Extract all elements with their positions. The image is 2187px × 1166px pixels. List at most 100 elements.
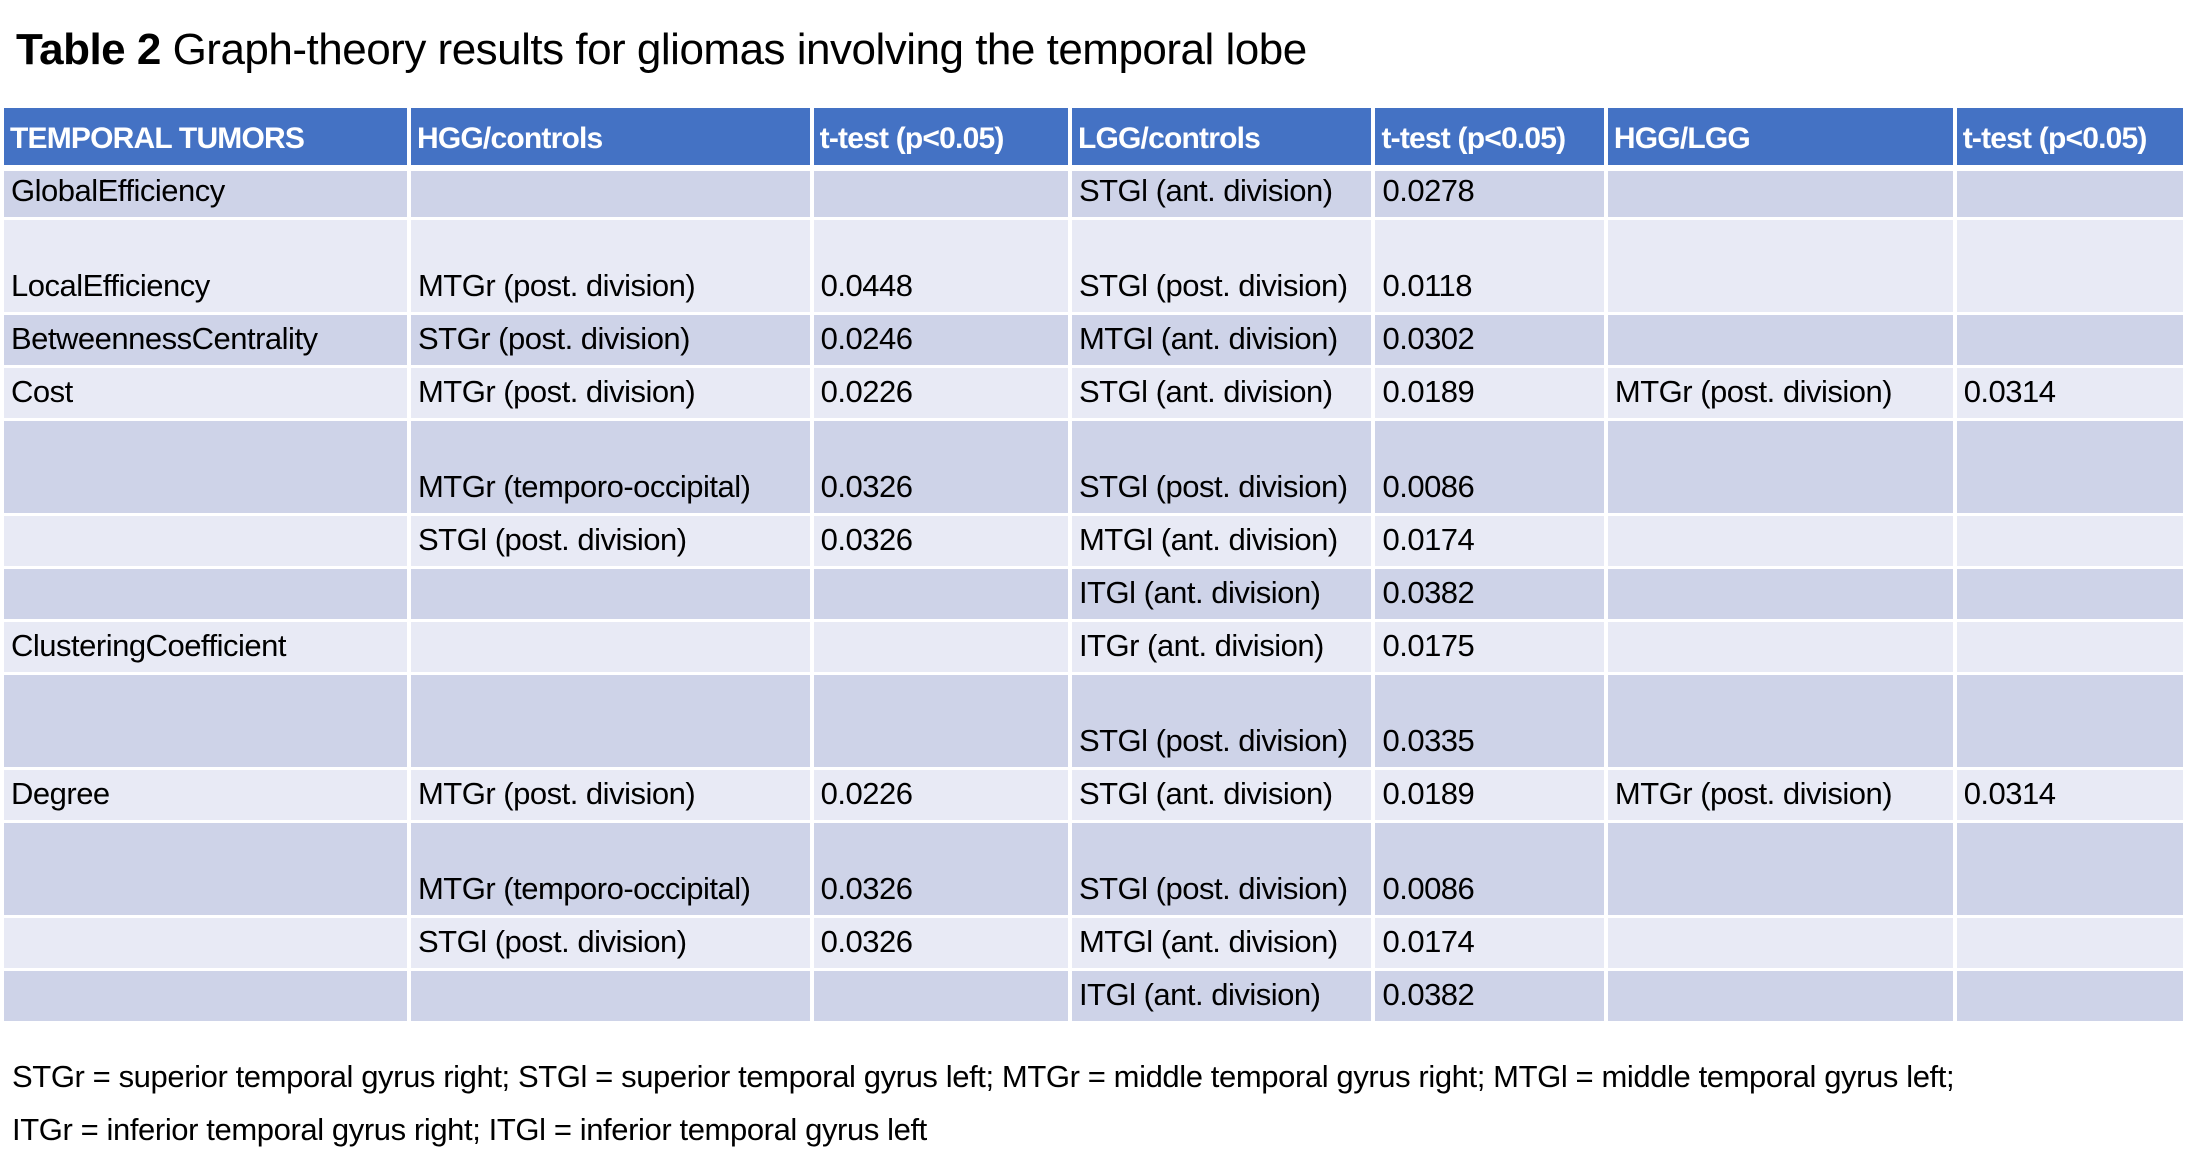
cell: LocalEfficiency — [4, 219, 407, 312]
cell — [410, 170, 810, 217]
cell — [1956, 970, 2183, 1021]
table-row: MTGr (temporo-occipital) 0.0326 STGl (post… — [4, 420, 2183, 513]
cell — [1607, 822, 1953, 915]
cell: Degree — [4, 769, 407, 820]
header-cell-4: t-test (p<0.05) — [1375, 107, 1604, 168]
header-cell-2: t-test (p<0.05) — [813, 107, 1068, 168]
table-row: GlobalEfficiency STGl (ant. division) 0.02… — [4, 170, 2183, 217]
cell — [4, 822, 407, 915]
cell: STGr (post. division) — [410, 314, 810, 365]
results-table: TEMPORAL TUMORS HGG/controls t-test (p<0.0… — [0, 105, 2187, 1024]
cell: 0.0278 — [1375, 170, 1604, 217]
cell: MTGr (post. division) — [410, 367, 810, 418]
table-row: LocalEfficiency MTGr (post. division) 0.04… — [4, 219, 2183, 312]
cell: 0.0174 — [1375, 917, 1604, 968]
table-row: Degree MTGr (post. division) 0.0226 STGl (a… — [4, 769, 2183, 820]
cell: STGl (ant. division) — [1071, 170, 1372, 217]
cell — [813, 568, 1068, 619]
cell: 0.0175 — [1375, 621, 1604, 672]
cell: 0.0189 — [1375, 769, 1604, 820]
cell: STGl (ant. division) — [1071, 367, 1372, 418]
footnote-line-2: ITGr = inferior temporal gyrus right; IT… — [12, 1112, 927, 1148]
cell: 0.0086 — [1375, 822, 1604, 915]
cell: 0.0382 — [1375, 970, 1604, 1021]
table-row: ITGl (ant. division) 0.0382 — [4, 568, 2183, 619]
cell — [1607, 420, 1953, 513]
cell: 0.0326 — [813, 515, 1068, 566]
cell: 0.0226 — [813, 769, 1068, 820]
table-body: GlobalEfficiency STGl (ant. division) 0.02… — [4, 170, 2183, 1021]
cell: BetweennessCentrality — [4, 314, 407, 365]
cell: MTGl (ant. division) — [1071, 515, 1372, 566]
cell: 0.0335 — [1375, 674, 1604, 767]
cell — [813, 621, 1068, 672]
cell: Cost — [4, 367, 407, 418]
cell — [1956, 515, 2183, 566]
cell: 0.0302 — [1375, 314, 1604, 365]
table-row: MTGr (temporo-occipital) 0.0326 STGl (post… — [4, 822, 2183, 915]
cell: MTGl (ant. division) — [1071, 917, 1372, 968]
cell — [813, 170, 1068, 217]
cell — [1956, 917, 2183, 968]
cell — [1956, 621, 2183, 672]
header-cell-1: HGG/controls — [410, 107, 810, 168]
footnote-line-1: STGr = superior temporal gyrus right; ST… — [12, 1058, 1955, 1094]
cell: 0.0246 — [813, 314, 1068, 365]
cell — [813, 970, 1068, 1021]
table-title: Table 2 Graph-theory results for gliomas… — [0, 24, 2187, 77]
cell — [1956, 170, 2183, 217]
cell: ITGl (ant. division) — [1071, 568, 1372, 619]
cell — [1607, 621, 1953, 672]
cell — [1607, 674, 1953, 767]
table-title-text: Graph-theory results for gliomas involvi… — [160, 25, 1308, 74]
table-row: BetweennessCentrality STGr (post. divisio… — [4, 314, 2183, 365]
header-cell-5: HGG/LGG — [1607, 107, 1953, 168]
table-row: ClusteringCoefficient ITGr (ant. division… — [4, 621, 2183, 672]
cell: STGl (post. division) — [1071, 219, 1372, 312]
cell — [4, 970, 407, 1021]
cell: 0.0086 — [1375, 420, 1604, 513]
cell: 0.0118 — [1375, 219, 1604, 312]
table-row: STGl (post. division) 0.0326 MTGl (ant. di… — [4, 515, 2183, 566]
cell: MTGr (post. division) — [410, 219, 810, 312]
header-cell-6: t-test (p<0.05) — [1956, 107, 2183, 168]
cell: STGl (post. division) — [1071, 674, 1372, 767]
table-row: STGl (post. division) 0.0335 — [4, 674, 2183, 767]
cell: STGl (post. division) — [1071, 420, 1372, 513]
cell — [410, 621, 810, 672]
cell — [410, 970, 810, 1021]
cell: MTGr (temporo-occipital) — [410, 822, 810, 915]
cell — [1956, 822, 2183, 915]
cell — [1956, 219, 2183, 312]
cell: 0.0189 — [1375, 367, 1604, 418]
cell — [1956, 420, 2183, 513]
cell: STGl (post. division) — [410, 917, 810, 968]
cell — [4, 515, 407, 566]
cell: ITGr (ant. division) — [1071, 621, 1372, 672]
cell: MTGr (post. division) — [410, 769, 810, 820]
cell: ITGl (ant. division) — [1071, 970, 1372, 1021]
cell: 0.0326 — [813, 822, 1068, 915]
cell — [1607, 515, 1953, 566]
cell: MTGr (temporo-occipital) — [410, 420, 810, 513]
cell: STGl (ant. division) — [1071, 769, 1372, 820]
header-row: TEMPORAL TUMORS HGG/controls t-test (p<0.0… — [4, 107, 2183, 168]
cell: 0.0174 — [1375, 515, 1604, 566]
cell: GlobalEfficiency — [4, 170, 407, 217]
cell: 0.0226 — [813, 367, 1068, 418]
cell — [4, 568, 407, 619]
cell — [4, 420, 407, 513]
cell: 0.0314 — [1956, 769, 2183, 820]
cell — [1956, 674, 2183, 767]
cell — [4, 674, 407, 767]
cell: MTGr (post. division) — [1607, 367, 1953, 418]
cell: 0.0448 — [813, 219, 1068, 312]
cell: MTGl (ant. division) — [1071, 314, 1372, 365]
cell — [1607, 568, 1953, 619]
cell — [4, 917, 407, 968]
cell: STGl (post. division) — [1071, 822, 1372, 915]
footnote: STGr = superior temporal gyrus right; ST… — [0, 1050, 2187, 1157]
table-row: ITGl (ant. division) 0.0382 — [4, 970, 2183, 1021]
cell: MTGr (post. division) — [1607, 769, 1953, 820]
